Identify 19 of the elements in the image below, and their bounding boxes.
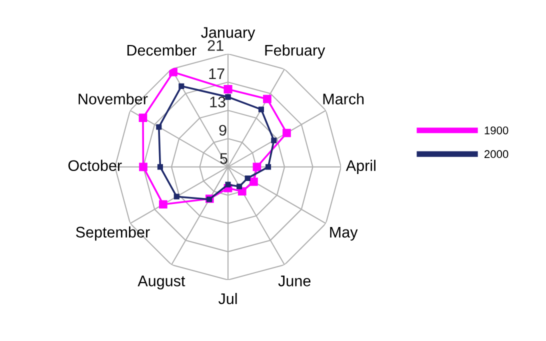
spoke-label: November <box>78 93 148 104</box>
y-tick-label: 9 <box>219 124 226 136</box>
spoke-label: Jul <box>218 292 237 304</box>
spoke-label: April <box>346 160 376 174</box>
y-tick-label: 21 <box>208 40 224 51</box>
spoke-label: August <box>138 276 186 290</box>
y-tick-label: 5 <box>220 153 228 164</box>
spoke-label: January <box>201 27 256 41</box>
text: 1900 <box>484 126 508 134</box>
spoke-label: May <box>330 226 358 241</box>
y-tick-label: 17 <box>209 68 224 80</box>
y-tick-label: 13 <box>210 96 226 108</box>
spoke-label: June <box>278 276 310 286</box>
spoke-label: October <box>68 160 122 172</box>
spoke-label: March <box>323 93 364 104</box>
text: 2000 <box>484 150 508 158</box>
spoke-label: December <box>127 44 196 56</box>
spoke-label: September <box>76 226 150 241</box>
spoke-label: February <box>265 44 326 59</box>
